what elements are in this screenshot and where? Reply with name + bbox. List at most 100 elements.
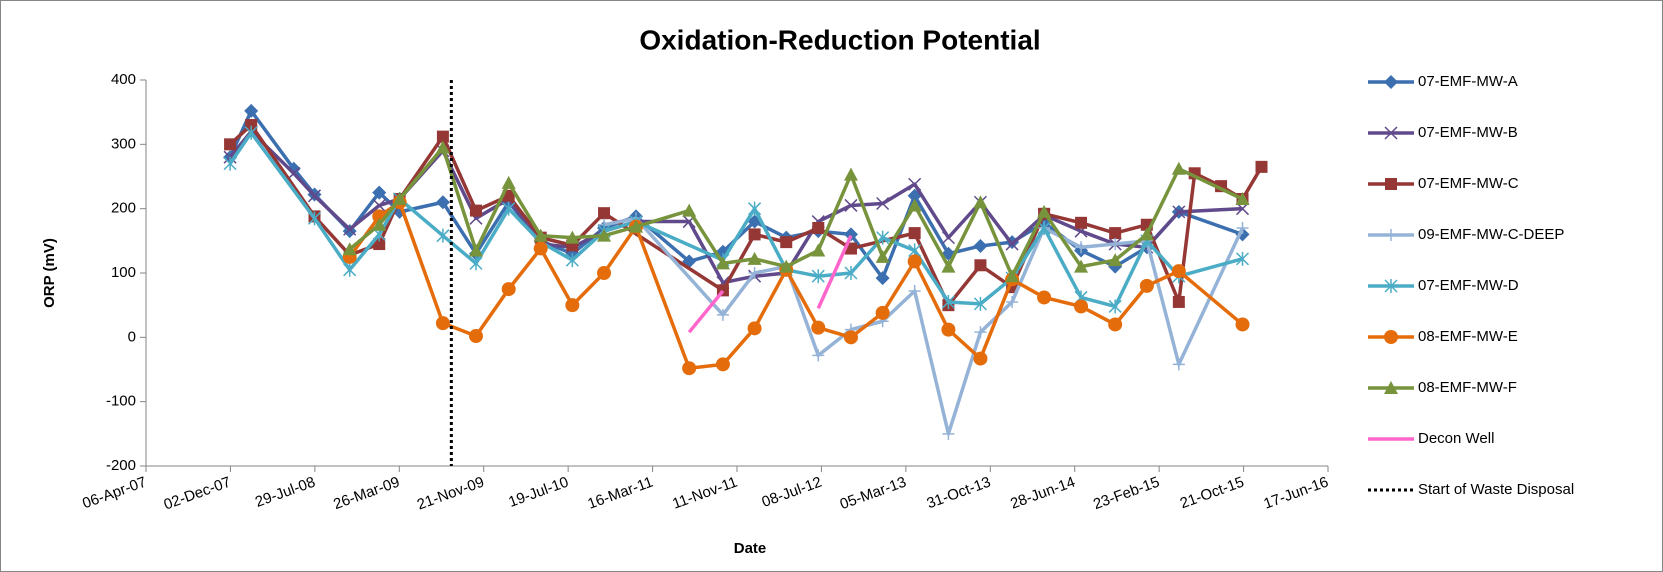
data-point xyxy=(1074,259,1089,273)
data-point xyxy=(1235,317,1250,332)
data-point xyxy=(941,322,956,337)
data-point xyxy=(245,119,258,132)
data-point xyxy=(435,195,450,210)
data-point xyxy=(1235,192,1250,206)
data-point xyxy=(436,130,449,143)
series-line xyxy=(816,234,853,310)
data-point xyxy=(287,166,301,180)
legend-marker xyxy=(1385,178,1397,190)
data-point xyxy=(343,262,357,277)
data-point xyxy=(908,227,921,240)
data-point xyxy=(974,326,987,339)
data-point xyxy=(1235,251,1250,266)
data-point xyxy=(907,198,922,212)
y-tick-label: 100 xyxy=(111,264,136,281)
data-point xyxy=(307,211,322,226)
data-point xyxy=(597,228,612,242)
data-point xyxy=(502,201,516,216)
data-point xyxy=(372,185,387,200)
data-point xyxy=(565,253,579,268)
data-point xyxy=(1005,269,1020,283)
legend-marker xyxy=(1385,229,1397,241)
y-tick-label: 0 xyxy=(128,328,136,345)
data-point xyxy=(748,228,761,241)
data-point xyxy=(533,228,548,242)
data-point xyxy=(908,285,921,298)
data-point xyxy=(223,156,237,171)
data-point xyxy=(1108,253,1123,267)
data-point xyxy=(747,321,762,336)
data-point xyxy=(1005,237,1019,251)
legend-marker xyxy=(1384,75,1398,89)
y-tick-label: -200 xyxy=(106,457,136,474)
data-point xyxy=(373,238,386,251)
data-point xyxy=(907,254,922,269)
data-point xyxy=(716,308,729,321)
data-point xyxy=(1139,227,1154,241)
data-point xyxy=(908,177,922,191)
data-point xyxy=(468,243,483,257)
y-tick-label: 400 xyxy=(111,71,136,88)
y-tick-label: -100 xyxy=(106,393,136,410)
data-point xyxy=(973,351,988,366)
data-point xyxy=(811,243,826,257)
data-point xyxy=(780,236,793,249)
data-point xyxy=(224,138,237,151)
data-point xyxy=(1108,317,1123,332)
data-point xyxy=(372,217,387,231)
data-point xyxy=(343,222,357,236)
legend-label: Start of Waste Disposal xyxy=(1418,481,1574,498)
data-point xyxy=(942,427,955,440)
data-point xyxy=(1075,216,1088,229)
y-axis-title: ORP (mV) xyxy=(41,238,58,308)
data-point xyxy=(682,203,697,217)
data-point xyxy=(1074,299,1089,314)
data-point xyxy=(468,329,483,344)
data-point xyxy=(598,207,611,220)
data-point xyxy=(811,320,826,335)
data-point xyxy=(941,246,956,261)
legend-label: 09-EMF-MW-C-DEEP xyxy=(1418,226,1564,243)
data-point xyxy=(876,230,890,245)
legend-label: 07-EMF-MW-A xyxy=(1418,73,1518,90)
data-point xyxy=(779,259,794,273)
data-point xyxy=(597,266,612,280)
y-tick-label: 300 xyxy=(111,135,136,152)
legend-label: Decon Well xyxy=(1418,430,1494,447)
data-point xyxy=(1075,241,1088,254)
data-point xyxy=(682,361,697,376)
legend-label: 08-EMF-MW-F xyxy=(1418,379,1517,396)
data-point xyxy=(811,269,825,284)
data-point xyxy=(843,227,858,242)
data-point xyxy=(1172,205,1186,219)
data-point xyxy=(747,251,762,265)
data-point xyxy=(843,167,858,181)
data-point xyxy=(392,192,407,206)
data-point xyxy=(436,228,450,243)
data-point xyxy=(1037,290,1052,305)
data-point xyxy=(469,256,483,271)
legend-marker xyxy=(1384,330,1398,344)
data-point xyxy=(1172,358,1185,371)
data-point xyxy=(748,267,761,279)
data-point xyxy=(629,219,644,233)
data-point xyxy=(1139,278,1154,293)
data-point xyxy=(812,349,825,362)
data-point xyxy=(748,201,762,216)
data-point xyxy=(973,296,987,311)
data-point xyxy=(1006,295,1019,308)
data-point xyxy=(974,259,987,272)
x-axis-title: Date xyxy=(734,540,767,557)
data-point xyxy=(875,249,890,263)
data-point xyxy=(1255,160,1268,173)
legend-label: 08-EMF-MW-E xyxy=(1418,328,1518,345)
data-point xyxy=(973,195,988,209)
data-point xyxy=(244,125,258,140)
data-point xyxy=(941,231,955,245)
data-point xyxy=(715,256,730,270)
data-point xyxy=(1109,227,1122,240)
data-point xyxy=(435,316,450,331)
data-point xyxy=(372,198,386,212)
data-point xyxy=(1172,295,1185,308)
